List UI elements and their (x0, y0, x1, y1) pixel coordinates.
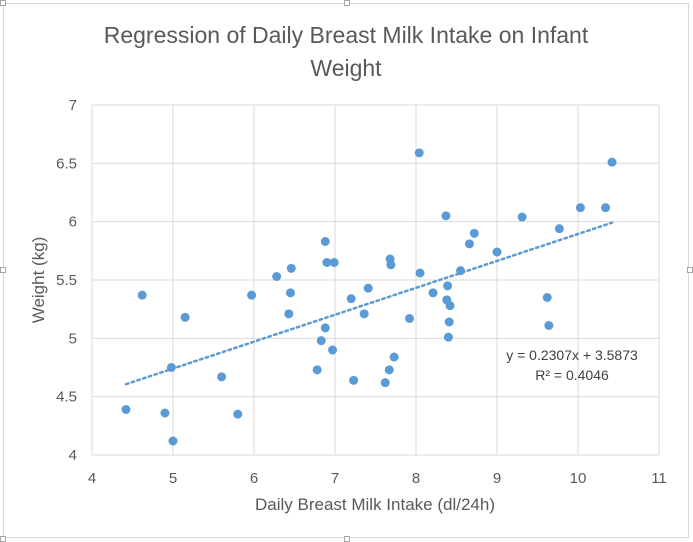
trendline-equation: y = 0.2307x + 3.5873 (506, 347, 638, 363)
data-point (160, 408, 170, 418)
data-point (322, 258, 332, 267)
chart-area (3, 3, 689, 538)
y-tick-label: 4.5 (56, 389, 77, 406)
resize-handle-top-left[interactable] (0, 0, 6, 6)
y-axis-title: Weight (kg) (29, 237, 48, 324)
x-tick-label: 10 (570, 470, 587, 487)
y-tick-label: 5 (69, 330, 77, 347)
data-point (469, 228, 479, 238)
data-point (405, 314, 415, 323)
x-tick-label: 7 (331, 470, 339, 487)
trendline-r-squared: R² = 0.4046 (535, 367, 609, 383)
x-tick-label: 9 (493, 470, 501, 487)
data-point (166, 363, 176, 372)
resize-handle-top[interactable] (344, 0, 350, 6)
data-point (121, 405, 131, 414)
data-point (316, 336, 326, 346)
x-tick-label: 6 (250, 470, 258, 487)
data-point (286, 263, 296, 273)
data-point (517, 212, 527, 222)
x-tick-label: 11 (651, 470, 667, 487)
data-point (312, 365, 322, 375)
data-point (328, 345, 338, 355)
data-point (329, 258, 339, 267)
x-axis-ticks: 4 5 6 7 8 9 10 11 (88, 470, 667, 487)
data-point (415, 268, 425, 278)
data-point (601, 203, 611, 213)
data-point (320, 323, 330, 333)
y-tick-label: 6.5 (56, 155, 77, 172)
data-point (443, 281, 453, 291)
data-point (247, 290, 257, 300)
x-tick-label: 8 (412, 470, 420, 487)
data-point (359, 309, 369, 319)
data-point (464, 239, 474, 249)
data-point (443, 332, 453, 342)
data-point (544, 321, 554, 330)
y-tick-label: 6 (69, 214, 77, 231)
data-point (492, 247, 502, 257)
x-axis-title: Daily Breast Milk Intake (dl/24h) (255, 495, 495, 514)
data-point (441, 211, 451, 221)
data-point (444, 317, 454, 327)
data-point (217, 372, 227, 382)
data-point (607, 157, 617, 167)
x-tick-label: 4 (88, 470, 96, 487)
data-point (137, 290, 147, 300)
data-point (272, 272, 282, 281)
data-point (554, 224, 564, 234)
data-point (445, 301, 455, 311)
data-point (389, 352, 399, 362)
data-point (180, 312, 190, 322)
data-point (386, 260, 396, 270)
chart-title-line-1: Regression of Daily Breast Milk Intake o… (104, 22, 589, 48)
data-point (349, 375, 359, 385)
y-axis-ticks: 4 4.5 5 5.5 6 6.5 7 (56, 97, 77, 464)
trendline (124, 221, 614, 386)
data-point (414, 148, 424, 158)
y-tick-label: 5.5 (56, 272, 77, 289)
data-point (346, 294, 356, 304)
data-point (456, 266, 466, 276)
data-point (284, 309, 294, 319)
data-point (380, 378, 390, 388)
data-point (168, 436, 178, 446)
resize-handle-left[interactable] (0, 267, 6, 273)
data-point (428, 288, 438, 298)
data-point (384, 365, 394, 375)
y-tick-label: 7 (69, 97, 77, 114)
data-points (121, 148, 617, 446)
chart-title-line-2: Weight (310, 55, 382, 81)
data-point (285, 288, 295, 298)
data-point (575, 203, 585, 213)
data-point (233, 409, 243, 419)
data-point (542, 293, 552, 302)
x-tick-label: 5 (169, 470, 177, 487)
data-point (320, 237, 330, 246)
gridlines (91, 104, 660, 456)
data-point (363, 283, 373, 293)
y-tick-label: 4 (69, 447, 77, 464)
